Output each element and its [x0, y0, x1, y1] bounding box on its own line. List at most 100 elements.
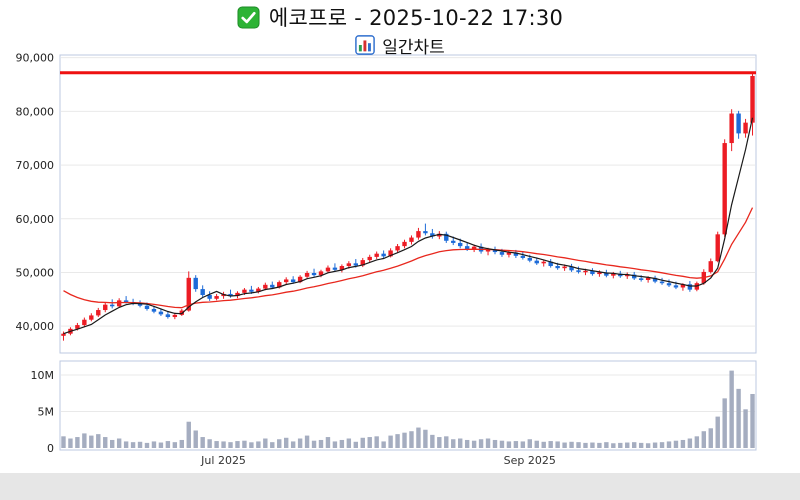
- page-title: 에코프로 - 2025-10-22 17:30: [268, 6, 564, 30]
- candle-body: [290, 279, 296, 283]
- volume-bar: [297, 438, 303, 448]
- volume-bar: [458, 438, 463, 448]
- volume-bar: [701, 431, 706, 448]
- volume-bar: [478, 439, 484, 448]
- candle-body: [611, 273, 616, 276]
- volume-bar: [625, 442, 630, 448]
- volume-bar: [416, 427, 421, 448]
- volume-bar: [207, 439, 212, 448]
- candle-body: [256, 288, 261, 292]
- volume-bar: [137, 441, 143, 448]
- candle-body: [673, 285, 679, 288]
- candle-body: [61, 333, 66, 336]
- candle-body: [583, 270, 588, 273]
- candle-body: [325, 267, 331, 272]
- candle-body: [144, 305, 150, 309]
- candle-body: [750, 75, 755, 123]
- candle-body: [165, 314, 171, 318]
- volume-bar: [597, 442, 602, 448]
- candle-body: [346, 263, 352, 267]
- candle-body: [318, 271, 324, 276]
- y-axis-tick-label: 70,000: [16, 159, 55, 172]
- candle-body: [186, 277, 191, 311]
- volume-bar: [437, 437, 442, 448]
- volume-bar: [492, 439, 498, 448]
- x-axis-labels: Jul 2025 Sep 2025: [200, 454, 556, 467]
- candle-body: [527, 257, 532, 261]
- candle-body: [270, 284, 275, 288]
- candle-body: [555, 266, 560, 269]
- candle-body: [158, 311, 164, 315]
- candle-body: [179, 310, 184, 315]
- grid-lines: [61, 57, 755, 412]
- volume-bar: [555, 441, 560, 448]
- candle-body: [736, 113, 741, 134]
- volume-bar: [638, 442, 644, 448]
- volume-bar: [165, 441, 171, 448]
- y-axis-tick-label: 80,000: [16, 105, 55, 118]
- y-axis-tick-label: 50,000: [16, 266, 55, 279]
- chart-panels: [59, 54, 757, 451]
- candle-body: [576, 270, 581, 272]
- volume-axis-tick-label: 0: [47, 442, 54, 455]
- volume-bar: [680, 439, 686, 448]
- volume-bar: [485, 438, 491, 448]
- ma-fast-line: [63, 117, 754, 335]
- volume-bar: [200, 437, 205, 448]
- candle-body: [597, 272, 602, 275]
- title-line: 에코프로 - 2025-10-22 17:30: [0, 2, 800, 32]
- volume-bar: [569, 441, 574, 448]
- volume-bar: [96, 434, 101, 448]
- candle-body: [402, 241, 407, 247]
- volume-bar: [576, 442, 581, 448]
- volume-bar: [694, 436, 700, 448]
- candle-body: [416, 231, 421, 238]
- candle-body: [297, 276, 303, 283]
- volume-bar: [402, 432, 407, 448]
- volume-bar: [75, 437, 80, 448]
- volume-bar: [332, 441, 338, 448]
- candle-body: [722, 143, 727, 235]
- ma-slow-line: [63, 207, 754, 309]
- y-axis-tick-label: 40,000: [16, 320, 55, 333]
- y-axis-tick-label: 90,000: [16, 52, 55, 65]
- volume-bar: [388, 435, 393, 448]
- candle-body: [638, 278, 644, 280]
- candle-body: [82, 319, 87, 326]
- candle-body: [304, 272, 310, 277]
- volume-bar: [235, 441, 240, 448]
- candle-body: [645, 277, 651, 280]
- volume-bar: [360, 437, 365, 448]
- volume-bar: [284, 437, 289, 448]
- volume-bar: [750, 393, 755, 448]
- volume-bar: [151, 441, 157, 448]
- candle-body: [200, 289, 205, 296]
- volume-bar: [68, 438, 73, 448]
- candle-body: [277, 282, 282, 288]
- volume-bar: [186, 421, 191, 448]
- volume-bar: [444, 436, 449, 448]
- candle-body: [687, 284, 693, 290]
- candle-body: [548, 261, 553, 267]
- candle-body: [520, 255, 526, 258]
- y-axis-labels: 40,000 50,000 60,000 70,000 80,000 90,000 0 5M 1…: [16, 52, 55, 455]
- candle-body: [458, 242, 463, 247]
- candle-body: [263, 284, 268, 289]
- checkbox-icon: [237, 5, 260, 29]
- candle-body: [506, 252, 512, 255]
- volume-bars: [61, 370, 755, 448]
- volume-bar: [659, 442, 665, 448]
- candle-body: [437, 233, 442, 237]
- volume-bar: [123, 441, 129, 448]
- volume-bar: [722, 398, 727, 448]
- candle-body: [207, 295, 212, 299]
- volume-bar: [311, 440, 317, 448]
- volume-bar: [325, 437, 331, 448]
- candle-body: [562, 266, 567, 269]
- candle-body: [96, 310, 101, 316]
- volume-bar: [618, 442, 623, 448]
- volume-bar: [228, 442, 233, 448]
- volume-bar: [729, 370, 734, 448]
- volume-bar: [499, 440, 505, 448]
- volume-bar: [736, 388, 741, 448]
